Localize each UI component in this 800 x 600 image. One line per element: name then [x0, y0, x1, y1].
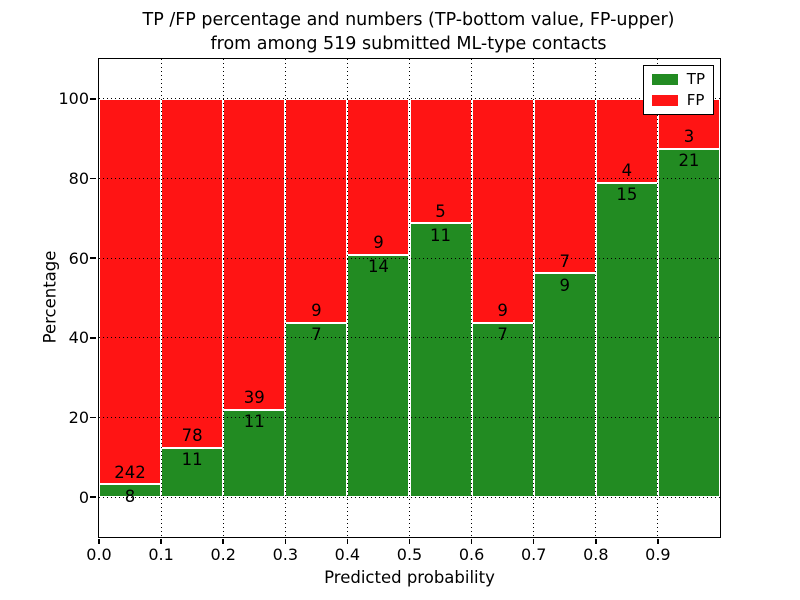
fp-bar-segment — [223, 98, 286, 410]
x-tick-mark — [346, 539, 349, 544]
y-tick-label: 0 — [78, 487, 89, 507]
legend-row-tp: TP — [651, 70, 705, 88]
x-gridline — [160, 59, 162, 537]
fp-count-label: 4 — [621, 161, 633, 181]
y-tick-label: 80 — [68, 169, 89, 188]
x-tick-mark — [408, 539, 411, 544]
x-tick-label: 0.4 — [334, 545, 361, 564]
fp-legend-swatch — [651, 95, 678, 106]
tp-count-label: 14 — [367, 257, 389, 277]
tp-bar-segment — [223, 409, 286, 498]
tp-count-label: 7 — [497, 325, 508, 345]
y-tick-mark — [90, 257, 96, 259]
x-tick-label: 0.0 — [86, 545, 112, 564]
x-gridline — [409, 59, 410, 537]
fp-count-label: 242 — [114, 462, 146, 482]
chart-title: TP /FP percentage and numbers (TP-bottom… — [98, 8, 719, 56]
fp-count-label: 9 — [311, 301, 322, 321]
fp-bar-segment — [347, 98, 410, 255]
x-gridline — [533, 59, 535, 537]
tp-bar-segment — [471, 322, 534, 498]
y-tick-mark — [90, 177, 96, 180]
x-tick-mark — [595, 539, 597, 544]
x-tick-mark — [284, 539, 287, 544]
x-gridline — [222, 59, 224, 537]
x-tick-mark — [160, 539, 162, 544]
fp-count-label: 9 — [497, 301, 508, 321]
x-gridline — [346, 59, 348, 537]
x-tick-mark — [532, 539, 535, 544]
x-tick-label: 0.8 — [583, 545, 609, 564]
tp-bar-segment — [657, 148, 720, 498]
tp-bar-segment — [409, 223, 472, 498]
tp-legend-swatch — [651, 74, 678, 85]
tp-bar-segment — [285, 322, 348, 498]
y-tick-label: 60 — [68, 248, 89, 268]
y-tick-label: 40 — [68, 328, 89, 348]
x-tick-label: 0.5 — [396, 545, 423, 564]
y-tick-label: 100 — [58, 89, 89, 109]
chart-title-line1: TP /FP percentage and numbers (TP-bottom… — [142, 10, 675, 30]
tp-count-label: 15 — [616, 185, 638, 205]
x-gridline — [595, 59, 597, 537]
x-tick-mark — [470, 539, 473, 544]
fp-bar-segment — [471, 98, 534, 323]
tp-count-label: 21 — [678, 151, 700, 171]
x-tick-mark — [98, 539, 100, 544]
fp-bar-segment — [161, 98, 224, 448]
x-tick-label: 0.3 — [272, 545, 299, 564]
fp-count-label: 78 — [181, 426, 203, 446]
tp-bar-segment — [161, 447, 224, 498]
tp-count-label: 7 — [311, 325, 322, 345]
tp-count-label: 8 — [124, 486, 136, 506]
y-tick-mark — [90, 496, 96, 498]
tp-bar-segment — [595, 182, 658, 498]
fp-count-label: 9 — [373, 233, 384, 253]
chart-title-line2: from among 519 submitted ML-type contact… — [210, 34, 607, 54]
x-tick-label: 0.9 — [645, 545, 671, 564]
x-tick-label: 0.7 — [520, 545, 547, 564]
fp-bar-segment — [99, 98, 162, 485]
x-axis-label: Predicted probability — [324, 568, 495, 587]
tp-bar-segment — [99, 484, 162, 498]
legend: TP FP — [642, 65, 714, 115]
fp-count-label: 7 — [559, 251, 570, 271]
fp-bar-segment — [409, 98, 472, 224]
fp-count-label: 39 — [243, 388, 265, 408]
x-tick-mark — [657, 539, 659, 544]
y-tick-label: 20 — [68, 408, 89, 427]
tp-bar-segment — [533, 273, 596, 498]
x-gridline — [284, 59, 286, 537]
fp-legend-label: FP — [686, 91, 705, 109]
plot-area: 242 8 78 11 39 11 9 7 9 14 5 11 9 7 7 9 4 15 3 21 0 20 40 60 80… — [58, 58, 721, 587]
tp-bar-segment — [347, 254, 410, 498]
y-tick-mark — [90, 337, 96, 339]
x-tick-label: 0.2 — [210, 545, 236, 564]
x-gridline — [657, 59, 659, 537]
tp-count-label: 11 — [430, 225, 452, 245]
fp-bar-segment — [533, 98, 596, 274]
fp-count-label: 3 — [683, 127, 695, 147]
tp-count-label: 9 — [559, 275, 570, 295]
x-tick-mark — [222, 539, 224, 544]
y-tick-mark — [90, 416, 96, 419]
tp-legend-label: TP — [686, 70, 705, 88]
fp-bar-segment — [285, 98, 348, 323]
x-tick-label: 0.1 — [148, 545, 174, 564]
tp-count-label: 11 — [181, 450, 203, 470]
tp-count-label: 11 — [243, 412, 265, 432]
legend-row-fp: FP — [651, 91, 705, 109]
y-tick-mark — [90, 98, 96, 100]
fp-count-label: 5 — [435, 201, 446, 221]
x-tick-label: 0.6 — [458, 545, 485, 564]
x-gridline — [471, 59, 473, 537]
